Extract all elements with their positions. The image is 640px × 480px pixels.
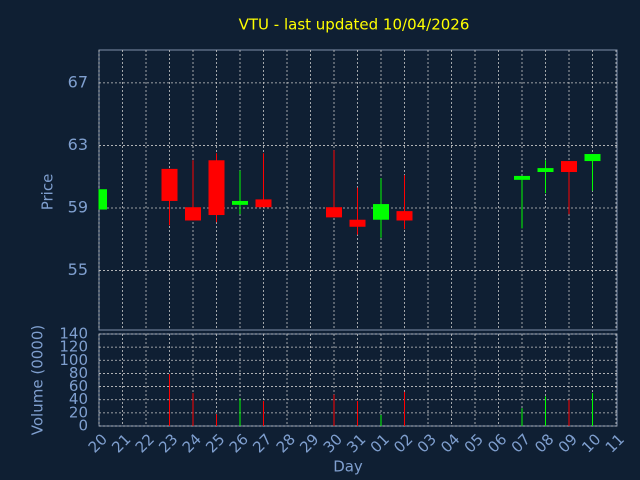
x-tick-label: 07 [508,430,534,456]
volume-tick-label: 100 [59,351,88,369]
x-tick-label: 22 [132,430,158,456]
chart-title: VTU - last updated 10/04/2026 [239,16,470,34]
candle-body [161,168,178,201]
x-tick-label: 29 [296,430,322,456]
x-tick-label: 05 [461,430,487,456]
x-tick-label: 20 [85,430,111,456]
x-tick-label: 27 [249,430,275,456]
volume-tick-label: 60 [69,377,88,395]
x-tick-label: 30 [320,430,346,456]
x-tick-label: 04 [437,430,463,456]
volume-tick-label: 0 [78,417,88,435]
x-axis-label: Day [333,458,363,476]
x-tick-label: 11 [602,430,628,456]
x-tick-label: 08 [531,430,557,456]
x-tick-label: 01 [367,430,393,456]
volume-tick-label: 20 [69,403,88,421]
candle-body [99,189,107,210]
y-axis-label: Price [39,174,57,211]
volume-tick-label: 120 [59,338,88,356]
candle-body [255,199,272,208]
candle-body [185,207,201,221]
x-tick-label: 09 [555,430,581,456]
candle-body [537,168,554,173]
y-tick-label: 67 [68,72,88,91]
x-tick-label: 24 [179,430,205,456]
candle-body [561,161,577,173]
candle-body [584,154,601,162]
x-tick-label: 10 [578,430,604,456]
candle-body [349,219,366,227]
volume-tick-label: 140 [59,325,88,343]
y-tick-label: 55 [68,260,88,279]
volume-tick-label: 40 [69,390,88,408]
x-tick-label: 26 [226,430,252,456]
x-tick-label: 06 [484,430,510,456]
y-tick-label: 63 [68,135,88,154]
candle-body [232,200,248,205]
x-tick-label: 23 [155,430,181,456]
x-tick-label: 02 [390,430,416,456]
x-tick-label: 25 [202,430,228,456]
x-tick-label: 31 [343,430,369,456]
candle-body [208,160,225,216]
y-tick-label: 59 [68,197,88,216]
x-tick-label: 28 [273,430,299,456]
candle-body [326,207,342,218]
x-tick-label: 03 [414,430,440,456]
candle-body [373,204,389,220]
candle-body [514,175,530,180]
volume-tick-label: 80 [69,364,88,382]
volume-axis-label: Volume (0000) [29,325,47,435]
candle-body [396,211,413,221]
x-tick-label: 21 [108,430,134,456]
